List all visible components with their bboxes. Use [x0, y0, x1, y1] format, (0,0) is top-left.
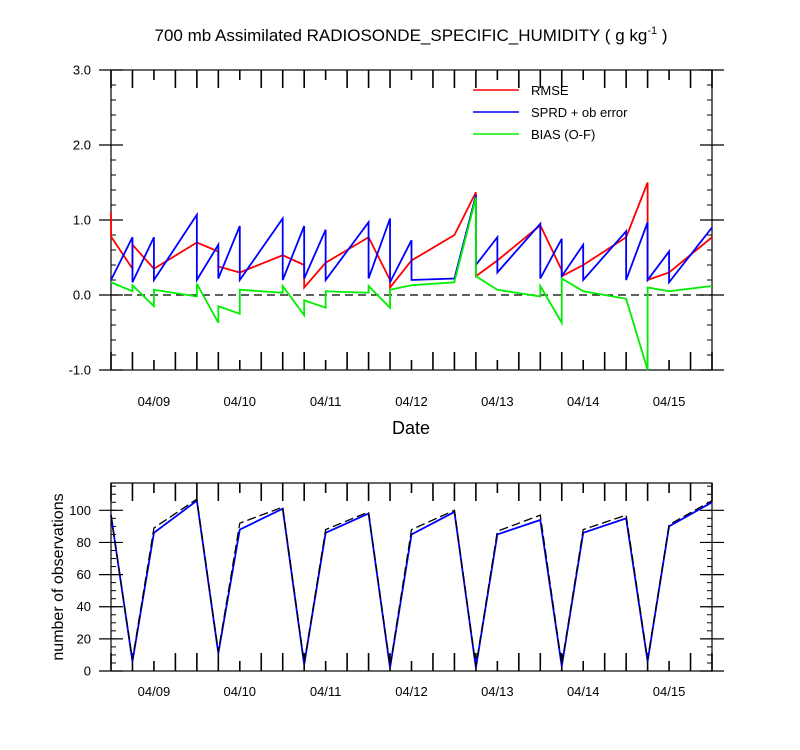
chart-title-superscript: -1	[647, 25, 657, 37]
x-tick-label: 04/15	[653, 394, 686, 409]
x-tick-label: 04/12	[395, 394, 428, 409]
legend-rmse-label: RMSE	[531, 83, 569, 98]
y-tick-label: 3.0	[73, 63, 91, 78]
x-tick-label: 04/10	[224, 684, 257, 699]
x-tick-label: 04/15	[653, 684, 686, 699]
series-line-possible	[110, 497, 713, 667]
legend-sprd-label: SPRD + ob error	[531, 105, 628, 120]
y-tick-label: 60	[77, 567, 91, 582]
top-x-axis: 04/09 04/10 04/11 04/12 04/13 04/14 04/15	[138, 394, 686, 409]
y-tick-label: 0	[84, 664, 91, 679]
x-axis-label: Date	[392, 418, 430, 438]
y-tick-label: -1.0	[69, 363, 91, 378]
x-tick-label: 04/14	[567, 684, 600, 699]
x-tick-label: 04/13	[481, 394, 514, 409]
series-line-sprd-ob-error	[110, 195, 713, 285]
top-plot: -1.00.01.02.03.0 04/09 04/10 04/11 04/12 04/…	[69, 63, 724, 438]
x-tick-label: 04/10	[224, 394, 257, 409]
x-tick-label: 04/14	[567, 394, 600, 409]
x-tick-label: 04/09	[138, 684, 171, 699]
x-tick-label: 04/11	[310, 394, 342, 409]
bottom-minor-ticks	[110, 483, 713, 672]
bottom-plot-frame	[110, 482, 713, 672]
series-line-bias-o-f	[110, 197, 713, 371]
x-tick-label: 04/13	[481, 684, 514, 699]
x-tick-label: 04/09	[138, 394, 171, 409]
legend-bias-label: BIAS (O-F)	[531, 127, 595, 142]
y-tick-label: 20	[77, 631, 91, 646]
y-tick-label: 1.0	[73, 213, 91, 228]
chart-title-end: )	[657, 26, 667, 45]
top-minor-ticks	[110, 69, 713, 371]
top-y-axis: -1.0 0.0 1.0 2.0 3.0	[69, 63, 724, 378]
y-tick-label: 80	[77, 535, 91, 550]
legend: RMSE SPRD + ob error BIAS (O-F)	[473, 83, 628, 142]
bottom-series-group	[110, 497, 713, 668]
x-tick-label: 04/12	[395, 684, 428, 699]
top-series-group	[110, 182, 713, 371]
bottom-y-axis: 0 20 40 60 80 100	[69, 503, 724, 679]
y-tick-label: 0.0	[73, 288, 91, 303]
y-axis-label: number of observations	[50, 493, 67, 660]
series-line-rmse	[110, 182, 713, 291]
bottom-x-axis: 04/09 04/10 04/11 04/12 04/13 04/14 04/15	[138, 684, 686, 699]
chart-title: 700 mb Assimilated RADIOSONDE_SPECIFIC_H…	[155, 25, 668, 45]
y-tick-label: 2.0	[73, 138, 91, 153]
x-tick-label: 04/11	[310, 684, 342, 699]
y-tick-label: 100	[69, 503, 91, 518]
y-tick-label: 40	[77, 599, 91, 614]
